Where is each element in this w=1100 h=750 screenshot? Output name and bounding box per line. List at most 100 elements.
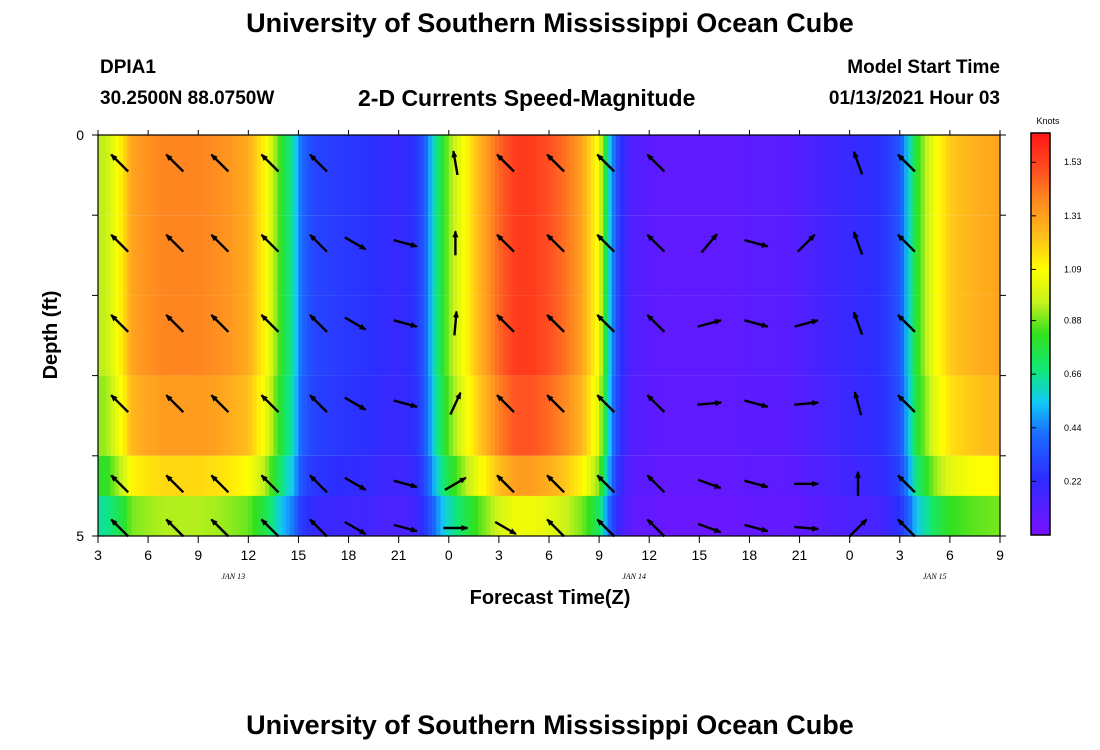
heatmap-cell (173, 495, 178, 536)
heatmap-cell (377, 295, 383, 376)
heatmap-cell (970, 495, 976, 536)
heatmap-cell (753, 295, 759, 376)
heatmap-cell (244, 295, 249, 376)
heatmap-cell (858, 375, 863, 456)
heatmap-cell (423, 375, 429, 456)
heatmap-cell (198, 215, 203, 296)
heatmap-cell (356, 295, 362, 376)
heatmap-cell (302, 375, 308, 456)
heatmap-cell (465, 135, 471, 216)
heatmap-cell (908, 375, 913, 456)
heatmap-cell (127, 215, 133, 296)
heatmap-cell (766, 135, 771, 216)
heatmap-cell (686, 375, 692, 456)
heatmap-cell (599, 375, 604, 456)
heatmap-cell (432, 495, 437, 536)
heatmap-cell (423, 215, 429, 296)
heatmap-cell (519, 295, 525, 376)
heatmap-cell (678, 295, 684, 376)
current-vector-arrow (210, 314, 230, 333)
heatmap-cell (615, 215, 621, 296)
heatmap-cell (181, 495, 187, 536)
heatmap-cell (398, 375, 404, 456)
heatmap-cell (407, 215, 412, 296)
heatmap-cell (866, 495, 872, 536)
heatmap-cell (194, 135, 199, 216)
heatmap-cell (695, 495, 700, 536)
heatmap-cell (210, 295, 216, 376)
heatmap-cell (979, 495, 984, 536)
heatmap-cell (102, 495, 107, 536)
heatmap-cell (536, 495, 542, 536)
heatmap-cell (419, 495, 425, 536)
heatmap-cell (273, 495, 279, 536)
current-vector-arrow (165, 314, 185, 333)
heatmap-cell (632, 375, 638, 456)
heatmap-cell (870, 135, 876, 216)
heatmap-cell (949, 215, 955, 296)
colorbar-tick-label: 0.22 (1064, 476, 1082, 486)
heatmap-cell (582, 135, 588, 216)
current-vector-arrow (344, 520, 367, 536)
heatmap-cell (427, 135, 433, 216)
heatmap-cell (987, 295, 993, 376)
heatmap-cell (933, 215, 938, 296)
heatmap-cell (966, 295, 972, 376)
heatmap-cell (954, 135, 959, 216)
heatmap-cell (611, 375, 617, 456)
current-vector-arrow (165, 518, 185, 538)
heatmap-cell (807, 495, 813, 536)
heatmap-cell (624, 135, 629, 216)
heatmap-cell (761, 295, 767, 376)
heatmap-cell (728, 295, 734, 376)
heatmap-cell (310, 495, 316, 536)
heatmap-cell (891, 495, 897, 536)
model-start-time: 01/13/2021 Hour 03 (828, 88, 1000, 109)
heatmap-cell (515, 135, 521, 216)
heatmap-cell (862, 495, 867, 536)
heatmap-cell (661, 295, 667, 376)
heatmap-cell (252, 375, 258, 456)
current-vector-arrow (344, 476, 367, 491)
current-vector-arrow (260, 394, 280, 413)
heatmap-cell (306, 135, 312, 216)
heatmap-cell (394, 295, 400, 376)
heatmap-cell (135, 295, 141, 376)
current-vector-arrow (848, 518, 868, 538)
heatmap-cell (970, 135, 976, 216)
heatmap-cell (832, 135, 838, 216)
heatmap-cell (523, 295, 529, 376)
heatmap-cell (686, 135, 692, 216)
heatmap-cell (991, 295, 997, 376)
colorbar-tick-label: 1.31 (1064, 211, 1082, 221)
heatmap-cell (152, 135, 158, 216)
heatmap-cell (716, 495, 721, 536)
heatmap-cell (139, 215, 145, 296)
heatmap-cell (929, 295, 934, 376)
heatmap-cell (699, 215, 705, 296)
heatmap-cell (152, 295, 158, 376)
heatmap-cell (507, 495, 513, 536)
heatmap-cell (181, 375, 187, 456)
current-vector-arrow (393, 399, 418, 409)
heatmap-cell (444, 375, 450, 456)
heatmap-cell (653, 135, 659, 216)
heatmap-cell (402, 295, 408, 376)
heatmap-cell (795, 375, 801, 456)
heatmap-cell (603, 495, 609, 536)
heatmap-cell (219, 295, 224, 376)
heatmap-cell (774, 135, 780, 216)
heatmap-cell (340, 375, 345, 456)
heatmap-cell (941, 375, 947, 456)
heatmap-cell (348, 135, 354, 216)
current-vector-arrow (210, 394, 230, 413)
heatmap-cell (436, 295, 442, 376)
heatmap-cell (774, 375, 780, 456)
heatmap-cell (615, 295, 621, 376)
heatmap-cell (665, 135, 671, 216)
heatmap-cell (348, 495, 354, 536)
heatmap-cell (891, 215, 897, 296)
heatmap-cell (273, 135, 279, 216)
heatmap-cell (515, 375, 521, 456)
heatmap-cell (586, 295, 592, 376)
